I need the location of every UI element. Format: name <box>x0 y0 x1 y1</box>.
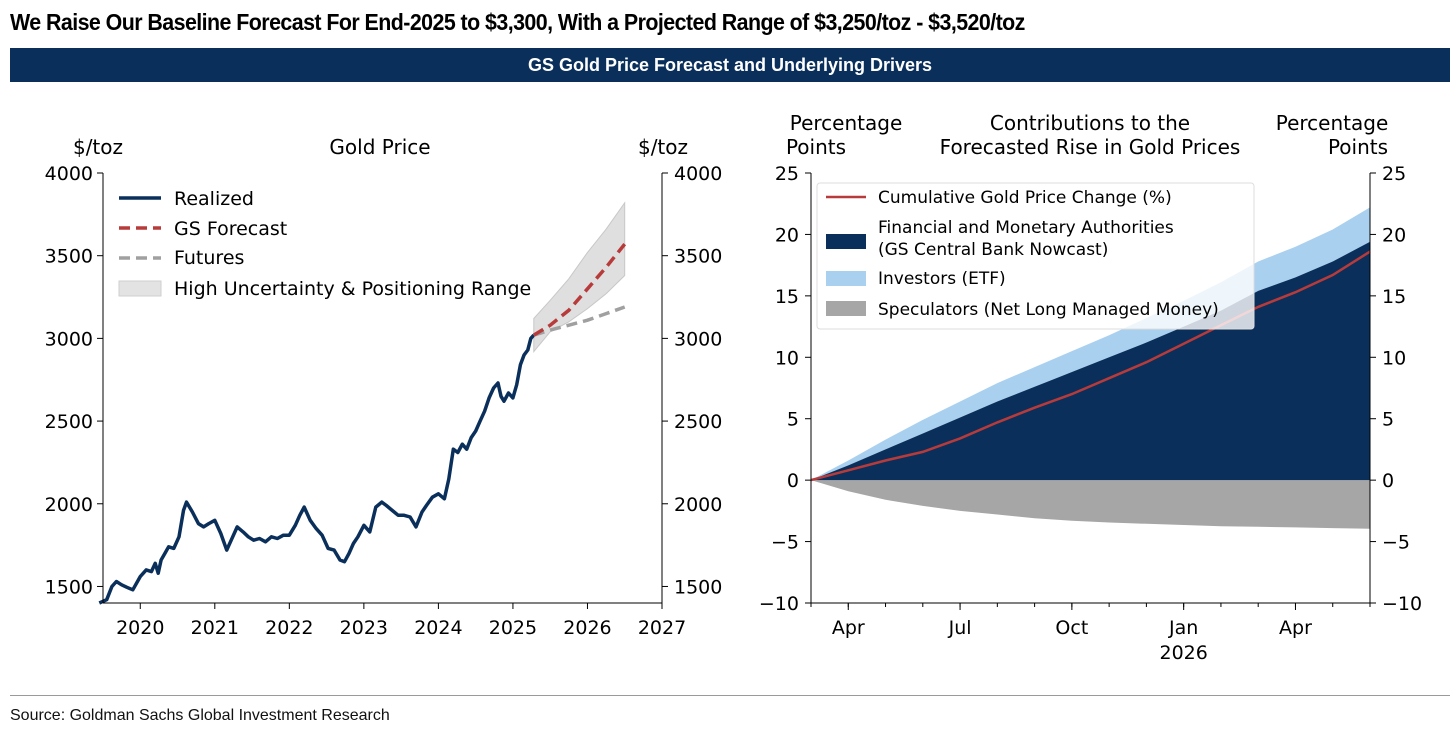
left-chart-legend: Realized GS Forecast Futures High Uncert… <box>118 188 531 300</box>
left-y-tick-label: 15 <box>775 286 799 308</box>
legend-label-speculators: Speculators (Net Long Managed Money) <box>878 300 1219 320</box>
left-y-tick-label: 10 <box>775 347 799 369</box>
left-y-tick-label: −5 <box>771 532 799 554</box>
chart-banner-title: GS Gold Price Forecast and Underlying Dr… <box>10 48 1450 82</box>
legend-label-investors: Investors (ETF) <box>878 269 1006 289</box>
left-chart-title: Gold Price <box>329 135 430 159</box>
legend-label-forecast: GS Forecast <box>174 218 287 240</box>
contributions-chart: −10 −10 −5 −5 0 0 5 5 10 10 15 15 20 20 25 25 Apr Jul Oct J… <box>759 111 1422 664</box>
x-tick-label: Oct <box>1055 617 1088 639</box>
investors-area <box>811 207 1370 481</box>
x-tick-label: 2020 <box>116 617 164 639</box>
right-y-tick-label: 2000 <box>674 494 722 516</box>
left-y-tick-label: 1500 <box>45 576 93 598</box>
x-tick-label: 2027 <box>638 617 686 639</box>
uncertainty-range-band <box>533 201 626 353</box>
left-y-axis-label-line1: Percentage <box>790 111 903 135</box>
speculators-area <box>811 480 1370 529</box>
right-y-axis-label-line1: Percentage <box>1276 111 1389 135</box>
gold-price-chart: 1500 1500 2000 2000 2500 2500 3000 3000 3500 3500… <box>45 135 723 639</box>
cumulative-change-line <box>810 250 1371 482</box>
series-lines-layer <box>98 243 627 605</box>
left-y-tick-label: −10 <box>759 593 799 615</box>
right-chart-legend: Cumulative Gold Price Change (%) Financi… <box>816 182 1255 330</box>
x-tick-label: 2026 <box>563 617 611 639</box>
right-y-tick-label: 4000 <box>674 163 722 185</box>
x-tick-label: Apr <box>832 617 865 639</box>
financial-authorities-area <box>811 241 1370 481</box>
left-y-tick-label: 3500 <box>45 246 93 268</box>
stacked-areas-layer <box>811 207 1370 529</box>
source-note: Source: Goldman Sachs Global Investment … <box>10 707 390 724</box>
right-chart-title-line1: Contributions to the <box>990 111 1190 135</box>
legend-label-financial: Financial and Monetary Authorities <box>878 218 1174 238</box>
x-tick-label: Apr <box>1279 617 1312 639</box>
right-y-tick-label: −5 <box>1382 532 1410 554</box>
headline: We Raise Our Baseline Forecast For End-2… <box>10 9 1025 35</box>
legend-label-range: High Uncertainty & Positioning Range <box>174 278 531 300</box>
legend-swatch-financial <box>826 234 866 249</box>
right-chart-title-line2: Forecasted Rise in Gold Prices <box>940 135 1241 159</box>
axis-ticks-layer: 1500 1500 2000 2000 2500 2500 3000 3000 3500 3500… <box>45 163 723 639</box>
range-band-layer <box>533 201 626 353</box>
forecast-line <box>532 243 627 337</box>
right-y-tick-label: 2500 <box>674 411 722 433</box>
x-tick-label: 2022 <box>265 617 313 639</box>
left-y-tick-label: 2000 <box>45 494 93 516</box>
legend-box <box>816 182 1255 330</box>
legend-swatch-speculators <box>826 301 866 316</box>
right-y-tick-label: −10 <box>1382 593 1422 615</box>
left-y-tick-label: 4000 <box>45 163 93 185</box>
realized-line <box>98 333 536 605</box>
left-y-axis-label-line2: Points <box>786 135 846 159</box>
cumulative-line-layer <box>810 250 1371 482</box>
axis-ticks-layer: −10 −10 −5 −5 0 0 5 5 10 10 15 15 20 20 25 25 Apr Jul Oct J… <box>759 163 1422 664</box>
left-y-tick-label: 0 <box>787 470 799 492</box>
futures-line <box>533 305 626 337</box>
plot-frame <box>810 173 1371 604</box>
x-tick-label: Jul <box>948 617 972 639</box>
legend-label-realized: Realized <box>174 188 254 210</box>
footer-divider <box>10 695 1450 696</box>
right-y-tick-label: 20 <box>1382 224 1406 246</box>
x-tick-label: 2025 <box>489 617 537 639</box>
legend-swatch-range <box>118 280 162 297</box>
x-tick-label: 2023 <box>340 617 388 639</box>
right-y-axis-label-line2: Points <box>1328 135 1388 159</box>
plot-frame <box>102 173 663 604</box>
x-tick-label: Jan <box>1168 617 1198 639</box>
legend-label-futures: Futures <box>174 247 244 269</box>
right-y-tick-label: 3500 <box>674 246 722 268</box>
legend-label-cumulative: Cumulative Gold Price Change (%) <box>878 188 1172 208</box>
left-y-tick-label: 3000 <box>45 328 93 350</box>
right-y-tick-label: 1500 <box>674 576 722 598</box>
x-tick-label: 2021 <box>191 617 239 639</box>
right-y-axis-unit: $/toz <box>638 135 688 159</box>
x-tick-label: 2024 <box>414 617 462 639</box>
left-y-axis-unit: $/toz <box>73 135 123 159</box>
left-y-tick-label: 2500 <box>45 411 93 433</box>
right-y-tick-label: 10 <box>1382 347 1406 369</box>
left-y-tick-label: 5 <box>787 409 799 431</box>
legend-swatch-investors <box>826 271 866 286</box>
left-y-tick-label: 25 <box>775 163 799 185</box>
right-y-tick-label: 3000 <box>674 328 722 350</box>
right-y-tick-label: 0 <box>1382 470 1394 492</box>
right-y-tick-label: 5 <box>1382 409 1394 431</box>
right-y-tick-label: 25 <box>1382 163 1406 185</box>
right-y-tick-label: 15 <box>1382 286 1406 308</box>
legend-label-financial-sub: (GS Central Bank Nowcast) <box>878 240 1108 260</box>
x-year-label: 2026 <box>1159 642 1207 664</box>
left-y-tick-label: 20 <box>775 224 799 246</box>
